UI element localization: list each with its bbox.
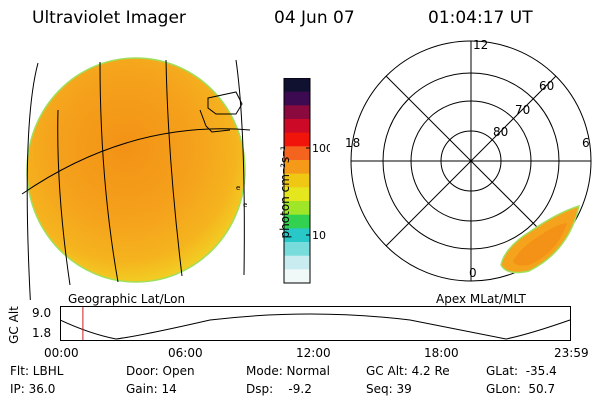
mlt-label-6: 6 [582,136,590,150]
colorbar-stripe [284,228,310,243]
colorbar-stripe [284,146,310,161]
polar-plot: 12 18 6 0 60 70 80 [345,40,592,282]
colorbar: 100 10 [283,78,330,284]
mlt-label-0: 0 [469,266,477,280]
small-mark: e [243,201,247,209]
mlt-label-18: 18 [345,136,360,150]
colorbar-stripe [284,242,310,257]
lat-label-70: 70 [515,103,530,117]
colorbar-stripe [284,78,310,93]
timeline-ylabel: GC Alt [7,306,21,344]
colorbar-stripe [284,105,310,120]
filter-info: Flt: LBHL [10,364,64,378]
gain-info: Gain: 14 [126,382,177,396]
glon-info: GLon: 50.7 [486,382,556,396]
longitude-line [165,59,183,277]
colorbar-stripe [284,173,310,188]
geographic-image: e e [21,57,251,300]
colorbar-stripe [284,160,310,175]
lat-label-60: 60 [539,79,554,93]
colorbar-stripe [284,201,310,216]
polar-axis-diagonal [385,75,557,247]
gc-alt-info: GC Alt: 4.2 Re [366,364,450,378]
coastline [199,91,243,133]
timeline-plot [60,306,571,341]
app-title: Ultraviolet Imager [32,8,186,28]
colorbar-stripe [284,132,310,147]
auroral-oval-core [513,223,567,266]
door-info: Door: Open [126,364,195,378]
timeline-xtick-1800: 18:00 [424,346,459,360]
colorbar-stripe [284,187,310,202]
timeline-xtick-1200: 12:00 [296,346,331,360]
longitude-line [26,62,39,300]
timeline-ytick-9: 9.0 [32,306,52,320]
colorbar-tick-10: 10 [312,229,326,242]
latitude-line [21,128,251,195]
ip-info: IP: 36.0 [10,382,56,396]
mlt-label-12: 12 [473,40,488,52]
mode-info: Mode: Normal [246,364,330,378]
earth-disk [26,57,246,283]
glat-info: GLat: -35.4 [486,364,557,378]
colorbar-stripe [284,119,310,134]
longitude-line [57,109,71,286]
left-panel-caption: Geographic Lat/Lon [68,292,186,306]
colorbar-stripe [284,255,310,270]
colorbar-frame [283,78,311,284]
timeline-xtick-2359: 23:59 [554,346,589,360]
colorbar-stripe [284,91,310,106]
timeline-xtick-0600: 06:00 [168,346,203,360]
longitude-line [235,59,245,276]
date-label: 04 Jun 07 [274,8,355,28]
colorbar-stripe [284,214,310,229]
altitude-curve [60,313,571,340]
dsp-info: Dsp: -9.2 [246,382,312,396]
colorbar-stripe [284,269,310,284]
lat-label-80: 80 [493,125,508,139]
colorbar-tick-100: 100 [312,142,330,155]
colorbar-unit-label: photon cm⁻²s⁻¹ [278,145,292,239]
timeline-xtick-0000: 00:00 [44,346,79,360]
seq-info: Seq: 39 [366,382,412,396]
right-panel-caption: Apex MLat/MLT [436,292,526,306]
small-mark: e [236,184,240,192]
time-label: 01:04:17 UT [428,8,533,28]
longitude-line [99,61,119,283]
timeline-ytick-1: 1.8 [32,326,52,340]
